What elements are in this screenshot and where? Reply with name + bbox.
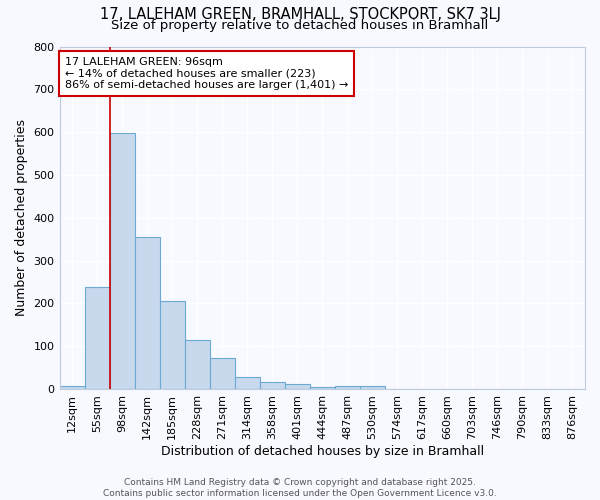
Text: 17, LALEHAM GREEN, BRAMHALL, STOCKPORT, SK7 3LJ: 17, LALEHAM GREEN, BRAMHALL, STOCKPORT, … [100,8,500,22]
Bar [285,384,310,389]
Bar [185,340,209,389]
Bar [85,287,110,389]
Text: Contains HM Land Registry data © Crown copyright and database right 2025.
Contai: Contains HM Land Registry data © Crown c… [103,478,497,498]
X-axis label: Distribution of detached houses by size in Bramhall: Distribution of detached houses by size … [161,444,484,458]
Bar [310,387,335,389]
Bar [335,386,360,389]
Text: Size of property relative to detached houses in Bramhall: Size of property relative to detached ho… [112,18,488,32]
Y-axis label: Number of detached properties: Number of detached properties [15,119,28,316]
Bar [209,358,235,389]
Bar [134,237,160,389]
Bar [235,378,260,389]
Bar [110,134,134,389]
Bar [360,386,385,389]
Bar [260,382,285,389]
Bar [160,301,185,389]
Bar [59,386,85,389]
Text: 17 LALEHAM GREEN: 96sqm
← 14% of detached houses are smaller (223)
86% of semi-d: 17 LALEHAM GREEN: 96sqm ← 14% of detache… [65,57,348,90]
